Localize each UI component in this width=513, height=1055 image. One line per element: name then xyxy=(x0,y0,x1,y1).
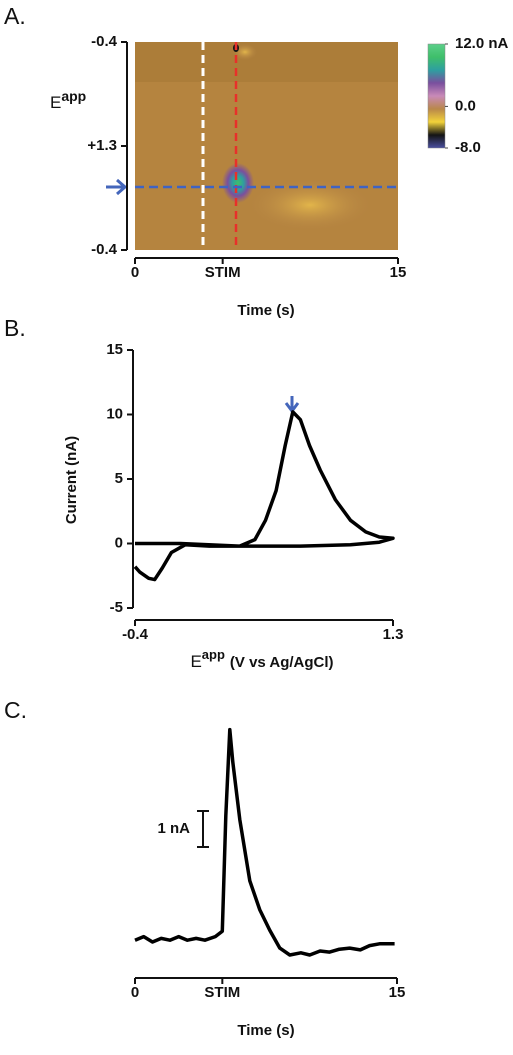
panel-label: A. xyxy=(4,3,26,29)
colorbar-tick-label: 0.0 xyxy=(455,97,476,114)
blue-arrow xyxy=(284,396,300,414)
panel-label: B. xyxy=(4,315,26,341)
y-label-main: E xyxy=(50,93,61,112)
x-label-rest: (V vs Ag/AgCl) xyxy=(230,654,334,671)
x-label-sup: app xyxy=(202,647,225,662)
colorplot-image xyxy=(135,42,398,250)
blue-arrow xyxy=(106,178,128,196)
x-tick-label: 0 xyxy=(131,264,139,281)
y-tick-label: 15 xyxy=(106,341,123,358)
y-tick-label: 10 xyxy=(106,405,123,422)
x-tick-label: 1.3 xyxy=(383,626,404,643)
x-tick-label: -0.4 xyxy=(122,626,149,643)
data-line xyxy=(133,410,395,582)
y-tick-label: 5 xyxy=(115,470,123,487)
y-tick-label: -5 xyxy=(110,599,123,616)
scale-bar xyxy=(197,810,209,848)
colorbar-tick-label: 12.0 nA xyxy=(455,35,509,52)
y-tick-label: +1.3 xyxy=(87,137,117,154)
scale-bar-label: 1 nA xyxy=(157,820,190,837)
y-axis-label: Eapp xyxy=(50,88,86,113)
y-label-sup: app xyxy=(61,88,86,104)
x-axis-label: Time (s) xyxy=(237,302,294,319)
y-tick-label: -0.4 xyxy=(91,33,118,50)
x-tick-label: 15 xyxy=(389,984,406,1001)
x-label-main: E xyxy=(190,652,201,671)
y-axis-label: Current (nA) xyxy=(63,436,80,524)
x-axis-label: Time (s) xyxy=(237,1022,294,1039)
x-tick-label: STIM xyxy=(204,984,240,1001)
x-axis-label: Eapp (V vs Ag/AgCl) xyxy=(190,647,333,671)
y-tick-label: 0 xyxy=(115,534,123,551)
y-tick-label: -0.4 xyxy=(91,241,118,258)
colorbar xyxy=(427,43,446,149)
x-tick-label: 0 xyxy=(131,984,139,1001)
colorbar-tick-label: -8.0 xyxy=(455,139,481,156)
panel-label: C. xyxy=(4,697,27,723)
x-tick-label: 15 xyxy=(390,264,407,281)
x-tick-label: STIM xyxy=(205,264,241,281)
data-line xyxy=(134,727,395,957)
